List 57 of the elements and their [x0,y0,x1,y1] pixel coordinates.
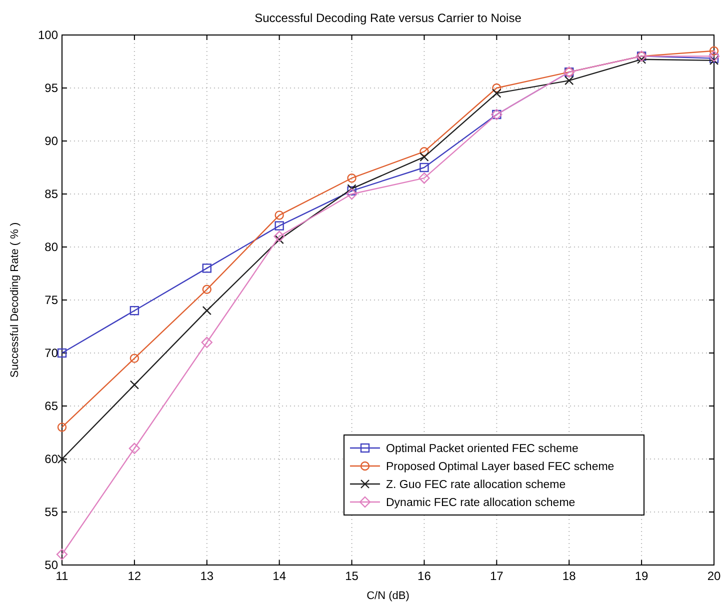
x-tick-label: 19 [634,569,649,583]
x-tick-label: 17 [490,569,504,583]
point [274,221,284,230]
point [57,422,67,432]
point [492,83,502,93]
point [420,162,429,172]
y-tick-label: 90 [44,134,58,148]
point [709,56,719,66]
y-tick-label: 50 [44,558,58,572]
point [492,88,502,98]
point [420,152,429,162]
y-tick-label: 80 [44,240,58,254]
point [346,188,358,200]
point [201,336,212,348]
point [57,348,67,358]
legend-label: Optimal Packet oriented FEC scheme [386,443,578,455]
point [709,54,719,63]
x-tick-label: 15 [345,569,359,583]
legend-label: Proposed Optimal Layer based FEC scheme [386,461,614,473]
y-tick-label: 75 [44,293,58,307]
y-tick-label: 85 [44,187,58,201]
point [274,230,285,242]
point [709,46,719,56]
y-axis-title: Successful Decoding Rate ( % ) [9,222,21,378]
point [202,264,212,273]
x-tick-label: 11 [56,569,69,583]
point [57,454,67,464]
point [130,354,140,363]
point [130,306,140,316]
y-tick-label: 100 [38,28,58,42]
point [130,380,140,390]
y-tick-label: 95 [44,81,58,95]
x-tick-label: 14 [272,569,286,583]
point [564,76,574,86]
point [418,172,430,184]
y-tick-label: 70 [44,346,58,360]
point [202,284,212,294]
legend-label: Z. Guo FEC rate allocation scheme [386,479,566,491]
x-tick-label: 13 [200,569,214,583]
point [56,548,68,560]
point [347,174,356,183]
x-tick-label: 20 [707,569,721,583]
y-tick-label: 55 [44,505,58,519]
x-axis-title: C/N (dB) [366,590,410,602]
x-tick-label: 18 [562,569,576,583]
x-tick-label: 12 [128,569,142,583]
y-tick-label: 60 [44,452,58,466]
y-tick-label: 65 [44,399,58,413]
point [202,306,212,316]
point [274,234,284,244]
point [708,50,720,62]
legend-label: Dynamic FEC rate allocation scheme [386,497,576,509]
point [274,210,284,220]
point [636,54,646,64]
chart-title: Successful Decoding Rate versus Carrier to Noise [254,11,522,25]
point [128,442,140,454]
x-tick-label: 16 [418,569,432,583]
